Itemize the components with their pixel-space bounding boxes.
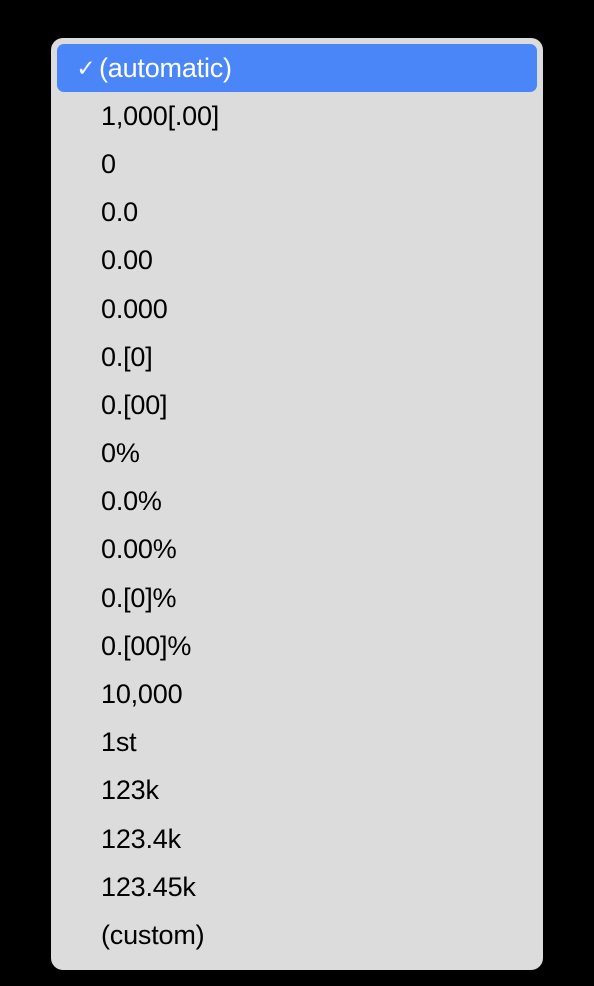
menu-item-label: 0.[0] — [97, 342, 153, 373]
menu-item-label: 0.0 — [97, 197, 138, 228]
menu-item-0-percent[interactable]: ✓ 0% — [51, 430, 543, 478]
menu-item-custom[interactable]: ✓ (custom) — [51, 911, 543, 959]
menu-item-0-bracket-00[interactable]: ✓ 0.[00] — [51, 381, 543, 429]
menu-item-0[interactable]: ✓ 0 — [51, 140, 543, 188]
menu-item-label: 123.4k — [97, 824, 181, 855]
menu-item-label: (automatic) — [99, 53, 232, 84]
menu-item-label: 0.0% — [97, 486, 162, 517]
menu-item-label: 1,000[.00] — [97, 101, 219, 132]
menu-item-label: 0.000 — [97, 294, 168, 325]
menu-item-0-0-percent[interactable]: ✓ 0.0% — [51, 478, 543, 526]
menu-item-label: (custom) — [97, 920, 204, 951]
menu-item-0-00[interactable]: ✓ 0.00 — [51, 237, 543, 285]
menu-item-123-4k[interactable]: ✓ 123.4k — [51, 815, 543, 863]
checkmark-icon: ✓ — [71, 55, 99, 82]
menu-item-123k[interactable]: ✓ 123k — [51, 767, 543, 815]
menu-item-label: 0.00% — [97, 534, 177, 565]
menu-item-0-00-percent[interactable]: ✓ 0.00% — [51, 526, 543, 574]
menu-item-automatic[interactable]: ✓ (automatic) — [57, 44, 537, 92]
format-dropdown-menu[interactable]: ✓ (automatic) ✓ 1,000[.00] ✓ 0 ✓ 0.0 ✓ 0… — [51, 38, 543, 970]
menu-item-0-bracket-0-percent[interactable]: ✓ 0.[0]% — [51, 574, 543, 622]
menu-item-1000-00[interactable]: ✓ 1,000[.00] — [51, 92, 543, 140]
menu-item-label: 0.[00]% — [97, 631, 191, 662]
menu-item-label: 0.[00] — [97, 390, 167, 421]
menu-item-label: 0.00 — [97, 245, 153, 276]
menu-item-label: 0% — [97, 438, 140, 469]
menu-item-1st[interactable]: ✓ 1st — [51, 719, 543, 767]
menu-item-0-bracket-0[interactable]: ✓ 0.[0] — [51, 333, 543, 381]
menu-item-label: 0.[0]% — [97, 583, 176, 614]
menu-item-label: 0 — [97, 149, 116, 180]
menu-item-label: 10,000 — [97, 679, 182, 710]
menu-item-label: 123k — [97, 775, 159, 806]
menu-item-0-0[interactable]: ✓ 0.0 — [51, 189, 543, 237]
menu-item-0-bracket-00-percent[interactable]: ✓ 0.[00]% — [51, 622, 543, 670]
menu-item-label: 1st — [97, 727, 136, 758]
menu-item-123-45k[interactable]: ✓ 123.45k — [51, 863, 543, 911]
menu-item-0-000[interactable]: ✓ 0.000 — [51, 285, 543, 333]
menu-item-label: 123.45k — [97, 872, 196, 903]
menu-item-10000[interactable]: ✓ 10,000 — [51, 670, 543, 718]
